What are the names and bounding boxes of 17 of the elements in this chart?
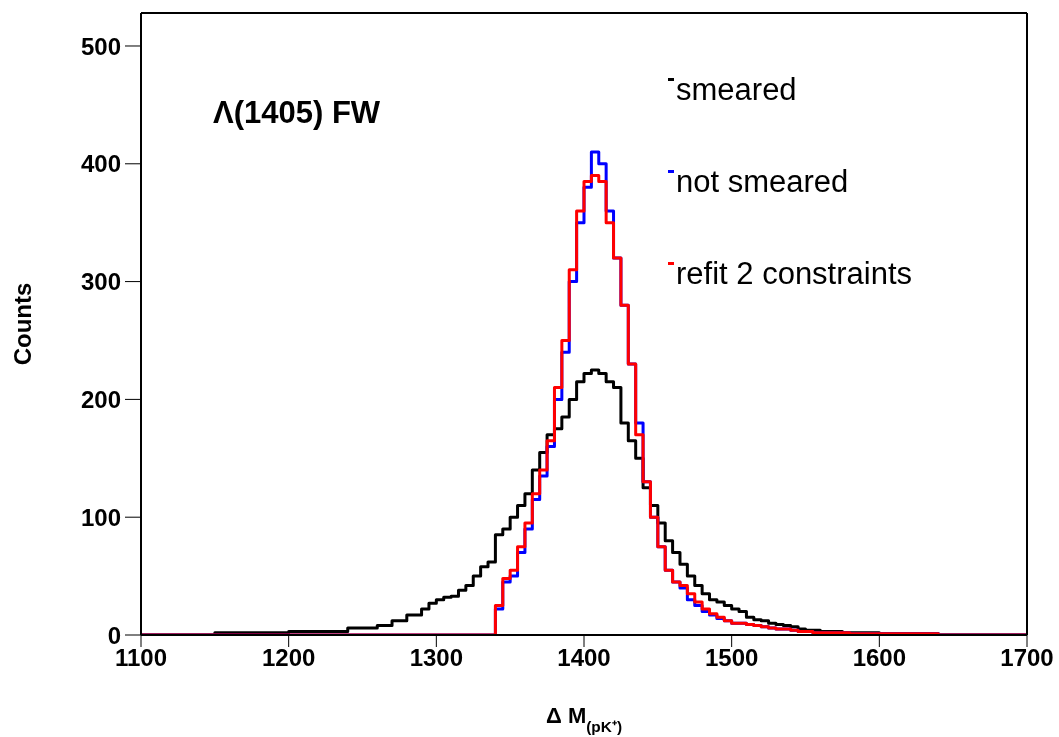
x-tick-label: 1500	[704, 644, 759, 672]
x-tick-label: 1400	[557, 644, 611, 672]
y-tick-label: 400	[80, 150, 121, 178]
y-tick-label: 500	[80, 32, 121, 60]
x-axis-title: Δ M$_{(pK⁺)}$	[545, 703, 623, 735]
annotation: Λ(1405) FW	[213, 95, 381, 130]
legend-label: refit 2 constraints	[676, 256, 913, 291]
y-axis-title: Counts	[8, 282, 36, 366]
y-tick-label: 100	[80, 503, 121, 531]
x-tick-label: 1600	[852, 644, 907, 672]
y-tick-label: 300	[80, 268, 121, 296]
x-tick-label: 1200	[261, 644, 316, 672]
legend-label: not smeared	[676, 164, 849, 199]
x-tick-label: 1700	[1000, 644, 1054, 672]
legend-label: smeared	[676, 72, 797, 107]
y-tick-label: 200	[80, 385, 121, 413]
x-tick-label: 1300	[409, 644, 464, 672]
